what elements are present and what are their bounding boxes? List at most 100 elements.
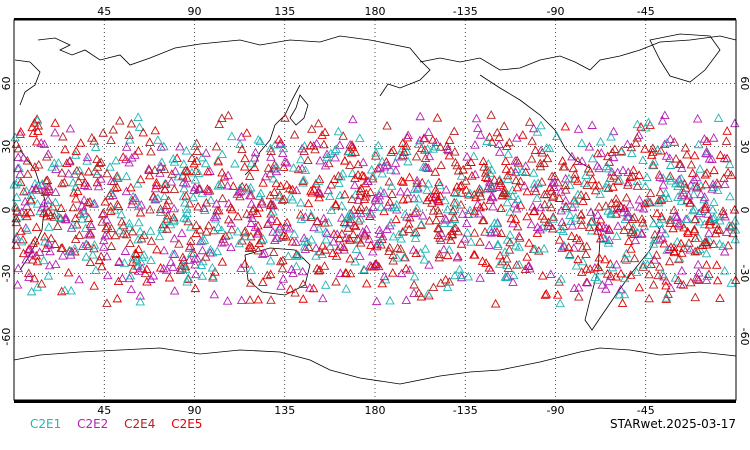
station-triangle [581,241,592,251]
station-triangle [136,199,147,209]
station-triangle [121,142,132,151]
station-triangle [73,176,84,186]
station-triangle [595,233,606,243]
station-triangle [160,216,171,225]
station-triangle [371,296,382,306]
station-triangle [124,130,134,139]
station-triangle [394,229,404,239]
station-triangle [620,214,630,223]
station-triangle [127,257,138,266]
station-triangle [363,176,373,186]
station-triangle [276,281,286,290]
station-triangle [729,204,740,214]
station-triangle [271,161,282,171]
station-triangle [597,280,608,289]
station-triangle [452,252,463,262]
station-triangle [689,150,700,160]
station-triangle [555,298,565,308]
station-triangle [713,113,724,122]
station-triangle [60,285,70,295]
station-triangle [654,170,665,179]
station-triangle [272,233,282,242]
station-triangle [682,214,693,223]
station-triangle [419,254,430,264]
top-lon-label: 90 [188,5,202,18]
station-triangle [279,194,289,203]
station-triangle [356,183,366,193]
station-triangle [685,198,695,207]
station-triangle [71,193,81,203]
station-triangle [592,161,603,170]
station-triangle [587,153,598,163]
station-triangle [456,171,467,180]
station-triangle [85,196,95,206]
station-triangle [594,221,604,230]
station-triangle [11,192,22,201]
station-triangle [151,180,162,190]
station-triangle [128,264,139,273]
station-triangle [340,155,350,165]
station-triangle [452,160,462,170]
station-triangle [275,221,286,231]
station-triangle [479,162,489,171]
station-triangle [451,197,462,207]
station-triangle [442,204,453,214]
station-triangle [12,206,22,215]
station-triangle [649,235,660,244]
station-triangle [395,244,406,253]
station-triangle [386,181,397,190]
station-triangle [453,165,464,175]
station-triangle [648,143,658,152]
station-triangle [632,176,643,185]
station-triangle [384,197,395,206]
station-triangle [664,256,675,266]
station-triangle [331,200,341,210]
station-triangle [21,186,32,195]
station-triangle [63,168,74,178]
station-triangle [57,178,67,188]
station-triangle [557,156,568,165]
station-triangle [631,138,641,147]
station-triangle [23,169,33,178]
right-latitude-labels: 60 30 0 -30 -60 [738,76,750,345]
station-triangle [121,229,132,239]
station-triangle [190,259,200,269]
station-triangle [620,253,630,263]
station-triangle [135,226,145,236]
station-triangle [681,183,691,192]
station-triangle [715,150,726,159]
station-triangle [216,225,227,234]
station-triangle [496,178,506,187]
top-lon-label: 135 [274,5,295,18]
station-triangle [71,146,82,155]
station-triangle [232,226,243,236]
station-triangle [170,166,181,175]
station-triangle [266,152,276,161]
station-triangle [572,176,583,185]
station-triangle [573,254,583,264]
station-triangle [428,135,438,144]
station-triangle [296,214,307,223]
station-triangle [670,273,681,282]
station-triangle [428,206,439,215]
station-triangle [552,290,563,299]
station-triangle [159,191,170,201]
station-triangle [436,160,446,169]
station-triangle [217,193,228,203]
station-triangle [439,244,449,254]
station-triangle [493,241,503,250]
station-triangle [434,249,445,259]
station-triangle [602,269,613,278]
station-triangle [725,191,735,201]
station-triangle [157,157,167,166]
station-triangle [114,256,125,266]
station-triangle [116,209,127,219]
station-triangle [146,274,156,283]
station-triangle [449,204,460,214]
station-triangle [614,175,625,184]
station-triangle [654,218,665,227]
station-triangle [270,235,280,244]
station-triangle [447,229,458,238]
station-triangle [136,233,147,243]
station-triangle [145,204,155,214]
